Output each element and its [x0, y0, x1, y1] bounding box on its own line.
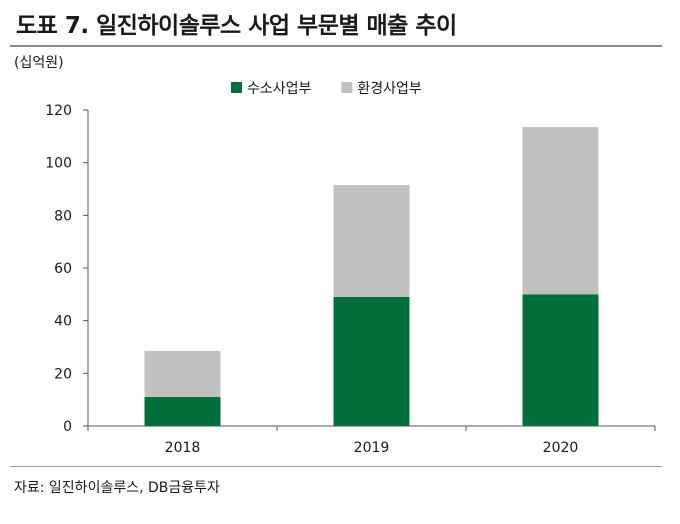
y-tick-label: 0 — [63, 419, 72, 435]
x-tick-label: 2020 — [543, 440, 579, 456]
y-tick-label: 120 — [45, 103, 72, 119]
chart-title: 도표 7. 일진하이솔루스 사업 부문별 매출 추이 — [16, 13, 457, 39]
source-note: 자료: 일진하이솔루스, DB금융투자 — [14, 480, 220, 496]
bar-segment — [333, 296, 410, 426]
x-tick-label: 2018 — [165, 440, 201, 456]
legend-label: 수소사업부 — [247, 81, 312, 97]
y-tick-label: 80 — [54, 208, 72, 224]
bar-segment — [522, 294, 599, 426]
legend-swatch — [341, 82, 353, 93]
y-tick-label: 20 — [54, 366, 72, 382]
x-tick-label: 2019 — [354, 440, 390, 456]
y-axis: 0 20 40 60 80 100 120 — [45, 103, 89, 435]
bar-segment — [333, 185, 410, 297]
source-divider — [10, 466, 662, 467]
y-tick-label: 60 — [54, 261, 72, 277]
legend-swatch — [231, 82, 242, 93]
bar-segment — [144, 397, 221, 426]
unit-label: (십억원) — [14, 55, 64, 71]
x-axis: 2018 2019 2020 — [87, 425, 656, 456]
bar-segment — [522, 127, 599, 295]
y-tick-label: 40 — [54, 314, 72, 330]
bars — [144, 127, 599, 426]
legend-label: 환경사업부 — [357, 81, 422, 97]
y-tick-label: 100 — [45, 156, 72, 172]
title-divider — [10, 45, 662, 47]
legend: 수소사업부 환경사업부 — [231, 81, 422, 97]
bar-segment — [144, 350, 221, 398]
